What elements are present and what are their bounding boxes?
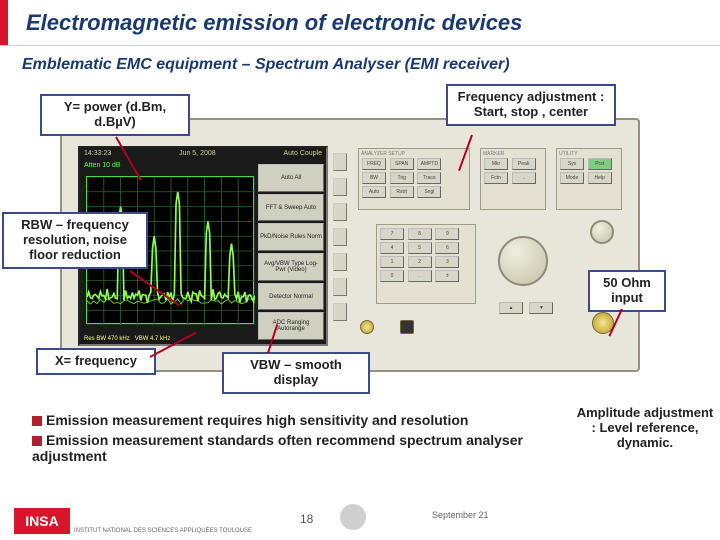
trigger-button[interactable]: Trig: [390, 172, 414, 184]
key-7[interactable]: 7: [380, 228, 404, 240]
softkey[interactable]: [333, 303, 347, 321]
key-3[interactable]: 3: [435, 256, 459, 268]
mkr-fn-button[interactable]: Fctn: [484, 172, 508, 184]
bw-button[interactable]: BW: [362, 172, 386, 184]
insa-logo-text: INSTITUT NATIONAL DES SCIENCES APPLIQUÉE…: [74, 528, 252, 534]
bullet-list: Emission measurement requires high sensi…: [32, 410, 562, 466]
callout-rbw: RBW – frequency resolution, noise floor …: [2, 212, 148, 269]
help-button[interactable]: Help: [588, 172, 612, 184]
keypad: 7 8 9 4 5 6 1 2 3 0 . ±: [376, 224, 476, 304]
device-area: Agilent 14:33:23 Jun 5, 2008 Auto Couple…: [30, 100, 690, 400]
page-dot-icon: [340, 504, 366, 530]
marker-button[interactable]: Mkr: [484, 158, 508, 170]
callout-vbw: VBW – smooth display: [222, 352, 370, 394]
bullet-square-icon: [32, 416, 42, 426]
bullet-square-icon: [32, 436, 42, 446]
autotune-button[interactable]: Auto: [362, 186, 386, 198]
footer-date: September 21: [432, 510, 489, 520]
screen-softmenu-item: Auto All: [258, 164, 324, 192]
bullet-item: Emission measurement standards often rec…: [32, 430, 562, 466]
key-2[interactable]: 2: [408, 256, 432, 268]
screen-softmenu-item: PkD/Noise Rules Norm: [258, 223, 324, 251]
mkr-to-button[interactable]: →: [512, 172, 536, 184]
key-8[interactable]: 8: [408, 228, 432, 240]
softkey[interactable]: [333, 278, 347, 296]
screen-softmenu-item: Detector Normal: [258, 283, 324, 311]
screen-softmenu-item: Avg/VBW Type Log-Pwr (Video): [258, 253, 324, 281]
analyzer-setup-group: ANALYZER SETUP FREQ SPAN AMPTD BW Trig T…: [358, 148, 470, 210]
trace-button[interactable]: Trace: [417, 172, 441, 184]
usb-port[interactable]: [400, 320, 414, 334]
span-button[interactable]: SPAN: [390, 158, 414, 170]
callout-x-axis: X= frequency: [36, 348, 156, 375]
mode-button[interactable]: Mode: [560, 172, 584, 184]
page-subtitle: Emblematic EMC equipment – Spectrum Anal…: [0, 46, 720, 78]
screen-softmenu-item: FFT & Sweep Auto: [258, 194, 324, 222]
title-accent: [0, 0, 8, 45]
peak-button[interactable]: Peak: [512, 158, 536, 170]
single-button[interactable]: Sngl: [417, 186, 441, 198]
title-bar: Electromagnetic emission of electronic d…: [0, 0, 720, 46]
page-title: Electromagnetic emission of electronic d…: [0, 0, 720, 36]
down-arrow-button[interactable]: ▼: [529, 302, 553, 314]
callout-y-axis: Y= power (d.Bm, d.BµV): [40, 94, 190, 136]
screen-menu-title: Auto Couple: [283, 150, 322, 160]
key-neg[interactable]: ±: [435, 270, 459, 282]
marker-group: MARKER Mkr Peak Fctn →: [480, 148, 546, 210]
softkey[interactable]: [333, 228, 347, 246]
screen-date: Jun 5, 2008: [179, 150, 216, 160]
bullet-item: Emission measurement requires high sensi…: [32, 410, 562, 430]
key-6[interactable]: 6: [435, 242, 459, 254]
key-9[interactable]: 9: [435, 228, 459, 240]
key-0[interactable]: 0: [380, 270, 404, 282]
footer: INSA INSTITUT NATIONAL DES SCIENCES APPL…: [0, 500, 720, 534]
frequency-button[interactable]: FREQ: [362, 158, 386, 170]
callout-amplitude: Amplitude adjustment : Level reference, …: [570, 402, 720, 455]
screen-time: 14:33:23: [84, 150, 111, 160]
screen-footer: Res BW 470 kHz VBW 4.7 kHz: [84, 336, 170, 342]
amptd-button[interactable]: AMPTD: [417, 158, 441, 170]
screen-header: 14:33:23 Jun 5, 2008 Auto Couple: [80, 148, 326, 162]
softkey[interactable]: [333, 253, 347, 271]
softkey[interactable]: [333, 203, 347, 221]
softkey[interactable]: [333, 178, 347, 196]
tuning-knob[interactable]: [498, 236, 548, 286]
insa-logo: INSA: [14, 508, 70, 534]
ext-trigger-connector[interactable]: [360, 320, 374, 334]
key-dot[interactable]: .: [408, 270, 432, 282]
screen-softmenu-item: ADC Ranging Autorange: [258, 312, 324, 340]
utility-group: UTILITY Sys Prst Mode Help: [556, 148, 622, 210]
system-button[interactable]: Sys: [560, 158, 584, 170]
volume-knob[interactable]: [590, 220, 614, 244]
control-panel: ANALYZER SETUP FREQ SPAN AMPTD BW Trig T…: [340, 144, 628, 348]
up-arrow-button[interactable]: ▲: [499, 302, 523, 314]
callout-50ohm: 50 Ohm input: [588, 270, 666, 312]
restart-button[interactable]: Rstrt: [390, 186, 414, 198]
key-5[interactable]: 5: [408, 242, 432, 254]
softkey[interactable]: [333, 153, 347, 171]
key-4[interactable]: 4: [380, 242, 404, 254]
key-1[interactable]: 1: [380, 256, 404, 268]
screen-softmenu: Auto AllFFT & Sweep AutoPkD/Noise Rules …: [258, 164, 324, 340]
preset-button[interactable]: Prst: [588, 158, 612, 170]
page-number: 18: [300, 512, 313, 526]
callout-frequency-adjust: Frequency adjustment : Start, stop , cen…: [446, 84, 616, 126]
